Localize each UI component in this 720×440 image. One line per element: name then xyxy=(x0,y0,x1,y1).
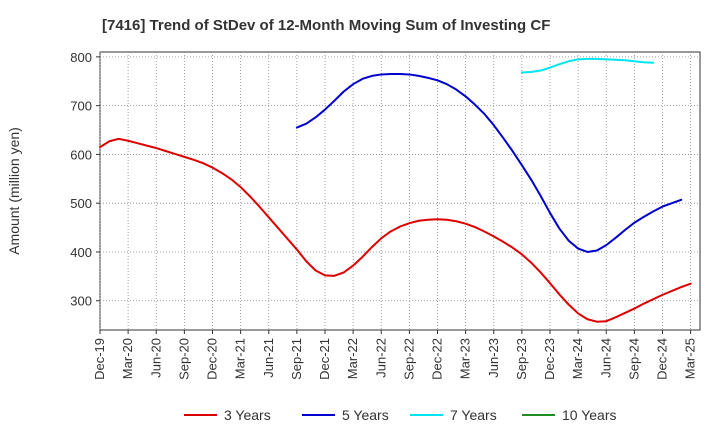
y-tick-label: 500 xyxy=(70,196,92,211)
legend: 3 Years 5 Years 7 Years 10 Years xyxy=(184,407,617,423)
y-axis-label: Amount (million yen) xyxy=(6,127,22,255)
x-axis-ticks: Dec-19 Mar-20 Jun-20 Sep-20 Dec-20 Mar-21 Jun-… xyxy=(92,330,698,380)
plot-area xyxy=(99,51,701,331)
x-tick-label: Mar-23 xyxy=(458,338,473,379)
x-tick-label: Dec-22 xyxy=(430,338,445,380)
x-tick-label: Mar-21 xyxy=(233,338,248,379)
chart-title: [7416] Trend of StDev of 12-Month Moving… xyxy=(102,17,550,34)
x-tick-label: Mar-22 xyxy=(345,338,360,379)
series-line-5-years xyxy=(295,72,683,253)
legend-label: 3 Years xyxy=(224,407,271,423)
y-tick-label: 600 xyxy=(70,147,92,162)
x-tick-label: Mar-25 xyxy=(683,338,698,379)
legend-label: 5 Years xyxy=(342,407,389,423)
x-tick-label: Sep-20 xyxy=(176,338,191,380)
x-tick-label: Jun-20 xyxy=(148,338,163,378)
y-tick-label: 400 xyxy=(70,245,92,260)
x-tick-label: Dec-19 xyxy=(92,338,107,380)
series-lines xyxy=(99,57,692,323)
x-tick-label: Dec-21 xyxy=(317,338,332,380)
legend-label: 10 Years xyxy=(562,407,617,423)
x-tick-label: Sep-21 xyxy=(289,338,304,380)
x-tick-label: Dec-23 xyxy=(542,338,557,380)
x-tick-label: Mar-24 xyxy=(570,338,585,379)
x-tick-label: Sep-22 xyxy=(401,338,416,380)
x-tick-label: Jun-22 xyxy=(373,338,388,378)
x-tick-label: Dec-20 xyxy=(205,338,220,380)
x-tick-label: Mar-20 xyxy=(120,338,135,379)
y-tick-label: 300 xyxy=(70,294,92,309)
x-tick-label: Sep-24 xyxy=(626,338,641,380)
series-line-3-years xyxy=(99,137,692,323)
series-line-7-years xyxy=(520,57,655,74)
legend-label: 7 Years xyxy=(450,407,497,423)
x-tick-label: Jun-21 xyxy=(261,338,276,378)
y-tick-label: 800 xyxy=(70,50,92,65)
x-tick-label: Jun-24 xyxy=(598,338,613,378)
x-tick-label: Jun-23 xyxy=(486,338,501,378)
y-tick-label: 700 xyxy=(70,99,92,114)
y-axis-ticks: 300 400 500 600 700 800 xyxy=(70,50,100,309)
x-tick-label: Dec-24 xyxy=(655,338,670,380)
x-tick-label: Sep-23 xyxy=(514,338,529,380)
